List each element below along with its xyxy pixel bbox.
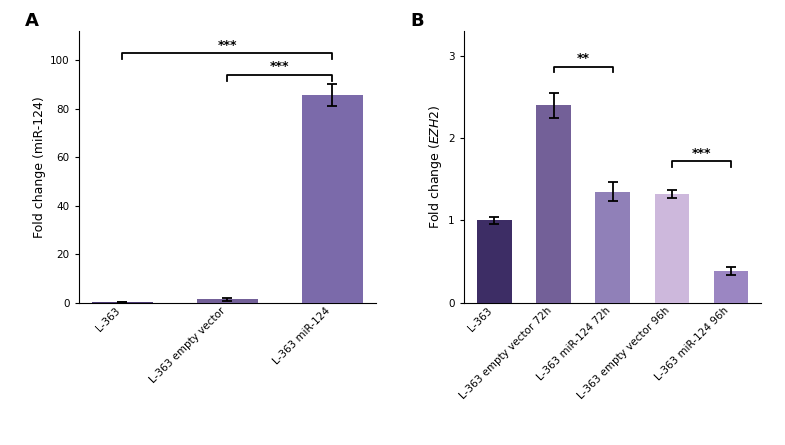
Bar <box>477 220 512 303</box>
Bar <box>197 299 257 303</box>
Y-axis label: Fold change ($\mathit{EZH2}$): Fold change ($\mathit{EZH2}$) <box>427 105 444 229</box>
Text: **: ** <box>576 52 590 65</box>
Bar <box>596 191 630 303</box>
Bar <box>301 95 363 303</box>
Text: ***: *** <box>270 61 290 73</box>
Y-axis label: Fold change (miR-124): Fold change (miR-124) <box>33 96 46 238</box>
Bar <box>536 105 571 303</box>
Bar <box>92 302 153 303</box>
Text: B: B <box>411 12 424 30</box>
Text: ***: *** <box>692 147 711 160</box>
Text: A: A <box>25 12 38 30</box>
Text: ***: *** <box>217 39 237 52</box>
Bar <box>655 194 688 303</box>
Bar <box>714 271 748 303</box>
